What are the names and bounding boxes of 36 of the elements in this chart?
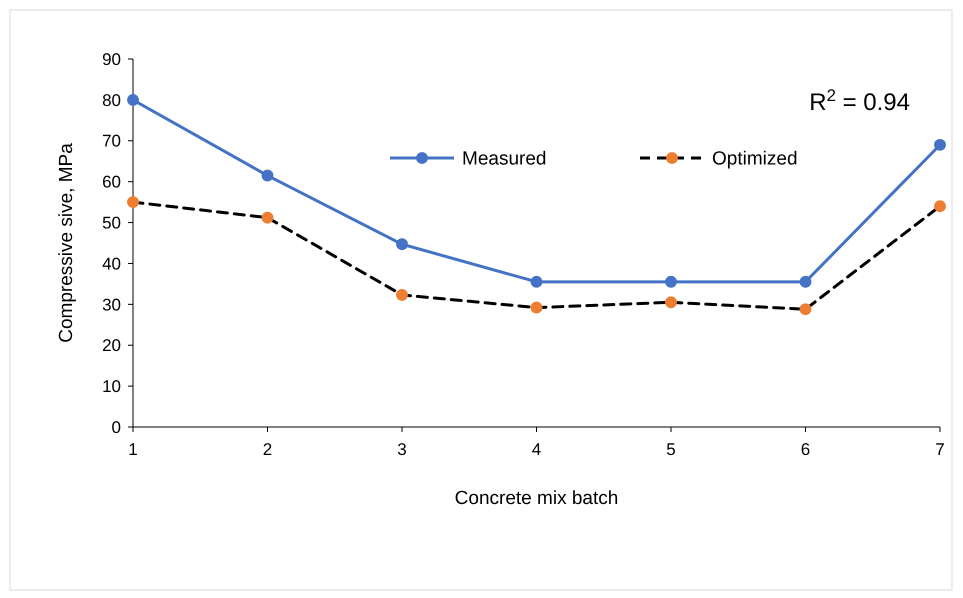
x-tick-label: 2 — [262, 440, 272, 459]
point — [665, 276, 677, 288]
point — [262, 212, 274, 224]
x-tick-label: 6 — [800, 440, 810, 459]
y-tick-label: 50 — [102, 214, 121, 233]
y-axis-title: Compressive sive, MPa — [56, 142, 77, 343]
x-tick-label: 7 — [935, 440, 945, 459]
x-tick-label: 5 — [666, 440, 676, 459]
point — [396, 289, 408, 301]
point — [530, 276, 542, 288]
y-tick-label: 20 — [102, 336, 121, 356]
point — [262, 170, 274, 182]
point — [127, 196, 139, 208]
point — [396, 238, 408, 250]
y-tick-label: 40 — [102, 254, 121, 274]
y-tick-label: 30 — [102, 295, 121, 314]
x-axis-title: Concrete mix batch — [454, 488, 618, 509]
point — [127, 94, 139, 106]
y-tick-label: 60 — [102, 172, 121, 192]
point — [800, 303, 812, 316]
legend-label: Measured — [462, 148, 546, 170]
y-tick-label: 10 — [102, 377, 121, 396]
annotation: R$^{2}$ = 0.94 — [809, 86, 910, 116]
x-tick-label: 4 — [532, 440, 542, 459]
y-tick-label: 0 — [112, 418, 121, 437]
y-tick-label: 70 — [102, 132, 121, 151]
y-tick-label: 80 — [102, 90, 121, 110]
legend-label: Optimized — [712, 148, 798, 170]
x-tick-label: 1 — [128, 440, 138, 459]
point — [530, 302, 542, 314]
point — [934, 138, 946, 151]
point — [934, 200, 946, 212]
point — [665, 296, 677, 308]
y-tick-label: 90 — [102, 50, 121, 69]
x-tick-label: 3 — [397, 440, 407, 459]
point — [800, 276, 812, 288]
